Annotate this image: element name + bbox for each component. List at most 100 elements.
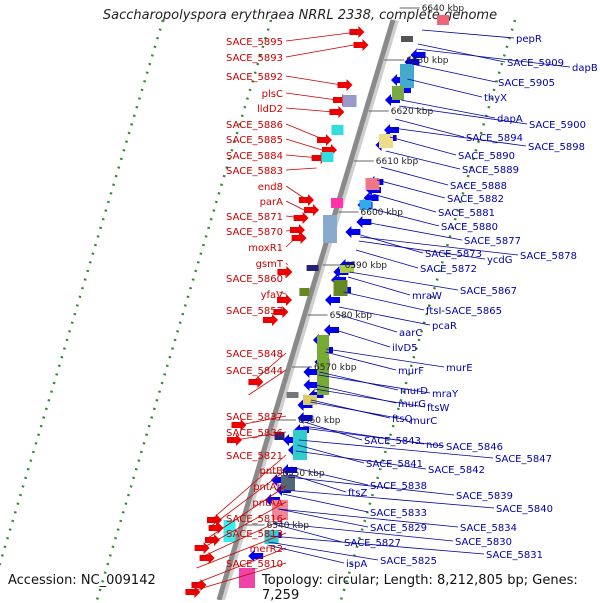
right-leader-line bbox=[310, 399, 391, 419]
right-gene-label: ftsI-SACE_5865 bbox=[426, 306, 502, 317]
right-gene-label: murD bbox=[400, 386, 428, 397]
right-gene-label: SACE_5831 bbox=[486, 550, 543, 561]
left-leader-line bbox=[285, 237, 296, 248]
tick-label: 6550 kbp bbox=[282, 469, 325, 479]
left-leader-line bbox=[204, 485, 287, 541]
right-leader-line bbox=[304, 421, 363, 441]
reverse-gene-arrow bbox=[303, 366, 319, 378]
right-leader-line bbox=[274, 522, 454, 542]
left-gene-label: lldD2 bbox=[257, 104, 283, 115]
tick-label: 6570 kbp bbox=[314, 363, 357, 373]
domain-block bbox=[306, 265, 319, 271]
right-leader-line bbox=[395, 118, 465, 138]
left-leader-line bbox=[285, 200, 305, 211]
domain-block bbox=[331, 125, 344, 135]
right-leader-line bbox=[270, 535, 485, 555]
left-gene-label: SACE_5857 bbox=[226, 306, 283, 317]
left-gene-label: SACE_5813 bbox=[226, 529, 283, 540]
left-leader-line bbox=[273, 309, 287, 313]
right-leader-line bbox=[343, 291, 425, 311]
tick-label: 6540 kbp bbox=[267, 521, 310, 531]
right-leader-line bbox=[338, 306, 431, 326]
right-leader-line bbox=[411, 63, 497, 83]
right-leader-line bbox=[392, 127, 527, 147]
left-leader-line bbox=[285, 271, 287, 279]
left-leader-line bbox=[202, 501, 287, 549]
domain-block bbox=[272, 500, 288, 520]
forward-gene-arrow bbox=[227, 434, 242, 446]
left-leader-line bbox=[285, 123, 326, 141]
right-leader-line bbox=[347, 276, 411, 296]
right-gene-label: SACE_5829 bbox=[370, 523, 427, 534]
reverse-gene-arrow bbox=[384, 124, 399, 136]
forward-gene-arrow bbox=[205, 534, 220, 546]
accession-text: Accession: NC_009142 bbox=[8, 573, 156, 588]
left-gene-label: plsC bbox=[262, 89, 283, 100]
left-gene-label: moxR1 bbox=[248, 243, 283, 254]
tick-label: 6560 kbp bbox=[298, 416, 341, 426]
left-gene-label: SACE_5884 bbox=[226, 151, 283, 162]
right-gene-label: SACE_5878 bbox=[520, 251, 577, 262]
right-gene-label: SACE_5830 bbox=[455, 537, 512, 548]
right-gene-label: ispA bbox=[346, 559, 367, 570]
left-leader-line bbox=[285, 154, 320, 159]
right-gene-label: SACE_5846 bbox=[446, 442, 503, 453]
left-gene-label: SACE_5883 bbox=[226, 166, 283, 177]
right-leader-line bbox=[273, 523, 343, 543]
right-leader-line bbox=[298, 439, 494, 459]
right-leader-line bbox=[400, 99, 496, 119]
right-gene-label: SACE_5890 bbox=[458, 151, 515, 162]
right-leader-line bbox=[336, 313, 398, 333]
left-gene-label: pntAA bbox=[252, 498, 283, 509]
right-leader-line bbox=[358, 240, 486, 260]
tick-label: 6620 kbp bbox=[391, 107, 434, 117]
right-leader-line bbox=[332, 328, 391, 348]
right-leader-line bbox=[389, 136, 457, 156]
domain-block bbox=[331, 198, 343, 208]
map-title: Saccharopolyspora erythraea NRRL 2338, c… bbox=[102, 8, 498, 23]
domain-block bbox=[239, 568, 255, 588]
right-gene-label: SACE_5825 bbox=[380, 556, 437, 567]
domain-block bbox=[317, 335, 329, 395]
right-gene-label: SACE_5839 bbox=[456, 491, 513, 502]
backbone-shadow bbox=[219, 19, 399, 600]
right-gene-label: pcaR bbox=[432, 321, 457, 332]
backbone-line bbox=[216, 19, 396, 600]
right-leader-line bbox=[295, 450, 427, 470]
left-gene-label: SACE_5885 bbox=[226, 135, 283, 146]
right-gene-label: SACE_5827 bbox=[344, 538, 401, 549]
reverse-gene-arrow bbox=[324, 324, 339, 336]
reverse-gene-arrow bbox=[303, 379, 319, 391]
right-gene-label: thyX bbox=[484, 93, 507, 104]
right-leader-line bbox=[282, 493, 369, 513]
left-gene-label: SACE_5892 bbox=[226, 72, 283, 83]
right-leader-line bbox=[355, 249, 419, 269]
right-leader-line bbox=[368, 207, 440, 227]
left-leader-line bbox=[285, 31, 358, 42]
domain-block bbox=[365, 178, 380, 190]
right-gene-label: SACE_5838 bbox=[370, 481, 427, 492]
forward-gene-arrow bbox=[194, 542, 210, 554]
domain-block bbox=[379, 134, 393, 148]
left-leader-line bbox=[285, 215, 302, 219]
left-leader-line bbox=[285, 75, 342, 86]
right-gene-label: SACE_5867 bbox=[460, 286, 517, 297]
right-gene-label: SACE_5843 bbox=[364, 436, 421, 447]
right-gene-label: ilvD5 bbox=[392, 343, 418, 354]
right-leader-line bbox=[326, 348, 445, 368]
right-gene-label: SACE_5872 bbox=[420, 264, 477, 275]
left-gene-label: merR2 bbox=[250, 544, 283, 555]
left-leader-line bbox=[285, 185, 308, 201]
right-gene-label: dapA bbox=[497, 114, 523, 125]
forward-gene-arrow bbox=[337, 79, 353, 91]
left-leader-line bbox=[239, 415, 287, 426]
domain-block bbox=[359, 200, 372, 210]
right-gene-label: SACE_5880 bbox=[441, 222, 498, 233]
left-leader-line bbox=[279, 291, 287, 295]
domain-block bbox=[299, 288, 310, 296]
left-leader-line bbox=[191, 547, 287, 586]
forward-gene-arrow bbox=[231, 419, 247, 431]
domain-block bbox=[400, 64, 414, 88]
right-leader-line bbox=[315, 384, 397, 404]
right-leader-line bbox=[283, 489, 495, 509]
